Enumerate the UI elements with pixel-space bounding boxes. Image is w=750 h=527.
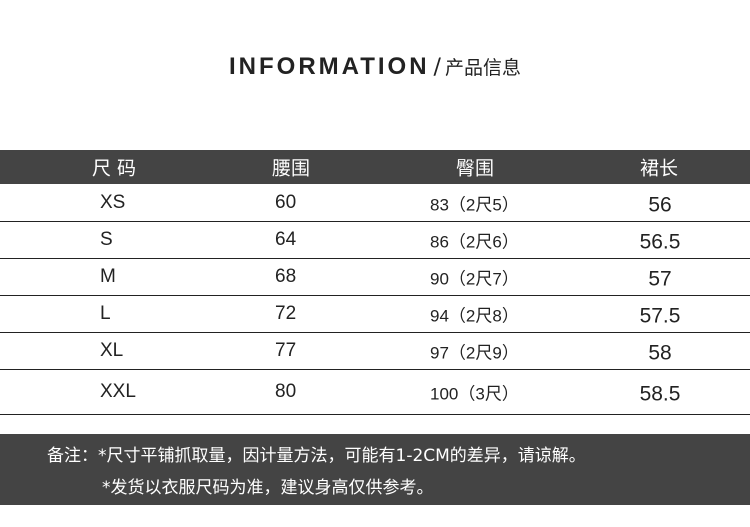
cell-length: 58.5	[639, 381, 681, 405]
note-line-2: *发货以衣服尺码为准，建议身高仅供参考。	[102, 478, 434, 498]
cell-size: XS	[100, 191, 126, 213]
table-row: S 64 86（2尺6） 56.5	[0, 221, 750, 259]
table-row: XL 77 97（2尺9） 58	[0, 332, 750, 370]
cell-waist: 77	[275, 339, 297, 361]
header-waist: 腰围	[272, 157, 311, 180]
cell-hip: 100（3尺）	[430, 384, 519, 403]
title-separator: /	[433, 55, 441, 80]
cell-length: 57	[648, 266, 672, 290]
table-header: 尺 码 腰围 臀围 裙长	[0, 150, 750, 184]
cell-length: 58	[648, 340, 672, 364]
cell-length: 56.5	[639, 229, 681, 253]
cell-waist: 64	[275, 228, 297, 250]
cell-hip: 97（2尺9）	[430, 343, 519, 362]
header-size: 尺 码	[92, 157, 137, 180]
cell-waist: 60	[275, 191, 297, 213]
notes-banner: 备注：*尺寸平铺抓取量，因计量方法，可能有1-2CM的差异，请谅解。 *发货以衣…	[0, 434, 750, 505]
cell-waist: 72	[275, 302, 297, 324]
cell-length: 57.5	[639, 303, 681, 327]
table-row: XXL 80 100（3尺） 58.5	[0, 369, 750, 415]
note-line-1: 备注：*尺寸平铺抓取量，因计量方法，可能有1-2CM的差异，请谅解。	[47, 446, 586, 466]
title-cn: 产品信息	[444, 57, 521, 79]
cell-hip: 83（2尺5）	[430, 195, 519, 214]
cell-size: M	[100, 265, 116, 287]
table-row: XS 60 83（2尺5） 56	[0, 184, 750, 222]
cell-size: L	[100, 302, 111, 324]
page-title: INFORMATION / 产品信息	[0, 52, 750, 81]
cell-size: S	[100, 228, 113, 250]
cell-length: 56	[648, 192, 672, 216]
cell-waist: 80	[275, 380, 297, 402]
header-length: 裙长	[640, 157, 679, 180]
table-row: L 72 94（2尺8） 57.5	[0, 295, 750, 333]
cell-size: XXL	[100, 380, 136, 402]
cell-hip: 86（2尺6）	[430, 232, 519, 251]
cell-waist: 68	[275, 265, 297, 287]
header-hip: 臀围	[456, 157, 495, 180]
cell-hip: 94（2尺8）	[430, 306, 519, 325]
title-en: INFORMATION	[229, 53, 430, 80]
cell-hip: 90（2尺7）	[430, 269, 519, 288]
cell-size: XL	[100, 339, 124, 361]
table-row: M 68 90（2尺7） 57	[0, 258, 750, 296]
